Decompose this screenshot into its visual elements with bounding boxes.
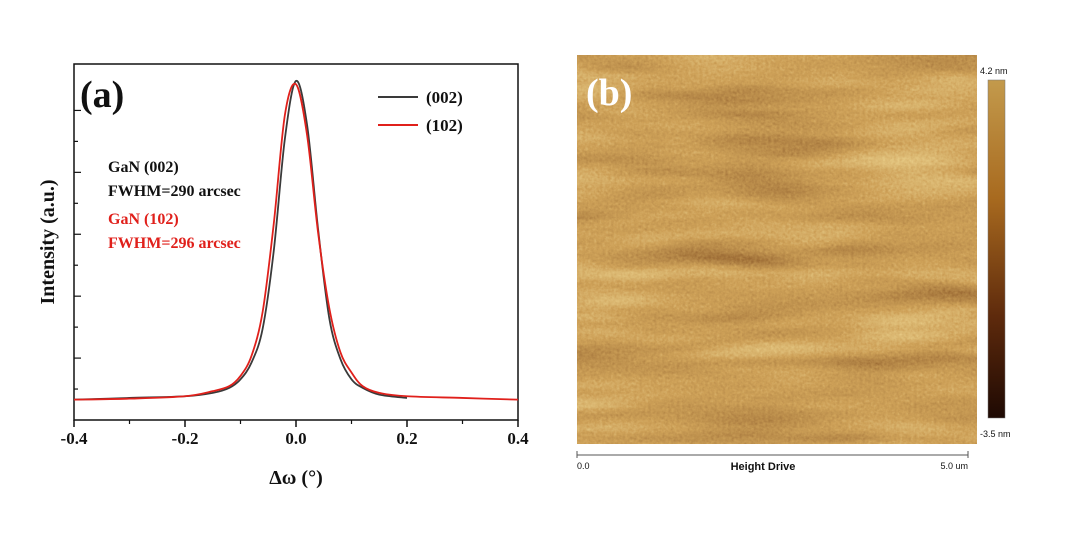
x-tick-label: 0.4 xyxy=(507,429,529,448)
afm-image xyxy=(577,55,977,444)
scale-bar xyxy=(576,451,969,458)
y-ticks xyxy=(74,109,81,390)
x-tick-label: -0.4 xyxy=(61,429,88,448)
x-tick-label: 0.2 xyxy=(396,429,417,448)
x-tick-label: 0.0 xyxy=(285,429,306,448)
height-colorbar xyxy=(987,79,1006,419)
legend: (002) (102) xyxy=(378,88,463,135)
x-tick-label: -0.2 xyxy=(172,429,199,448)
series-lines xyxy=(73,80,519,401)
afm-height-image-panel: (b) 4.2 nm -3.5 nm 0.0 Height Drive 5.0 … xyxy=(576,55,1011,473)
series-line-0 xyxy=(73,80,408,401)
series-line-1 xyxy=(73,82,519,401)
colorbar-max-label: 4.2 nm xyxy=(980,66,1008,76)
scale-title: Height Drive xyxy=(731,461,796,473)
plot-frame xyxy=(73,63,519,421)
x-axis-label: Δω (°) xyxy=(269,467,322,489)
xrd-rocking-curve-chart: -0.4 -0.2 0.0 0.2 0.4 (a) (002) (102) GaN (00… xyxy=(37,63,530,489)
legend-label-1: (102) xyxy=(426,116,463,135)
annotation-002-line2: FWHM=290 arcsec xyxy=(108,183,241,200)
annotation-102-line1: GaN (102) xyxy=(108,211,179,228)
annotation-102: GaN (102) FWHM=296 arcsec xyxy=(108,211,241,252)
scale-end-label: 5.0 um xyxy=(940,461,968,471)
x-tick-labels: -0.4 -0.2 0.0 0.2 0.4 xyxy=(61,429,530,448)
panel-a-label: (a) xyxy=(80,74,124,116)
y-axis-label: Intensity (a.u.) xyxy=(37,179,59,304)
legend-label-0: (002) xyxy=(426,88,463,107)
scale-start-label: 0.0 xyxy=(577,461,590,471)
annotation-002: GaN (002) FWHM=290 arcsec xyxy=(108,159,241,200)
x-ticks xyxy=(73,420,519,427)
panel-b-label: (b) xyxy=(586,72,632,114)
colorbar-min-label: -3.5 nm xyxy=(980,429,1011,439)
annotation-102-line2: FWHM=296 arcsec xyxy=(108,235,241,252)
annotation-002-line1: GaN (002) xyxy=(108,159,179,176)
